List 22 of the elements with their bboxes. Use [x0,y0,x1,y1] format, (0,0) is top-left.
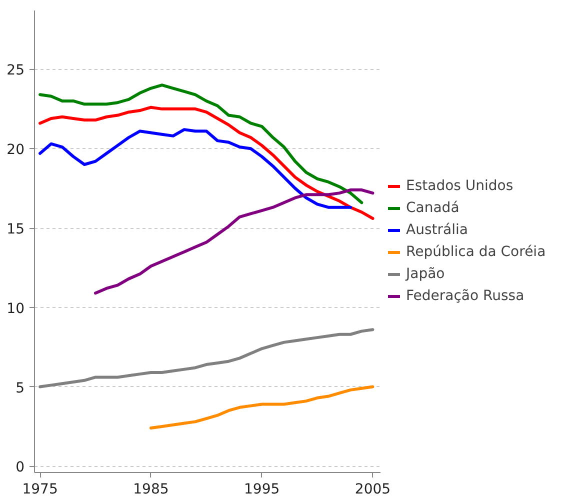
y-tick-label: 25 [6,62,25,79]
y-tick-label: 20 [6,142,25,158]
line-series [38,128,352,209]
legend-label: Estados Unidos [406,178,514,194]
line-series [38,328,374,388]
x-tick-label: 1985 [133,482,169,498]
legend-label: Austrália [406,222,468,238]
legend-label: República da Coréia [406,244,546,260]
legend-label: Canadá [406,200,460,216]
y-tick-label: 10 [6,300,25,317]
y-tick-label: 5 [16,380,25,396]
x-tick-label: 1995 [244,482,280,498]
line-series [94,188,374,295]
legend-label: Federação Russa [406,288,524,304]
x-tick-label: 2005 [354,482,391,498]
line-series [38,106,374,220]
legend-label: Japão [406,266,445,282]
y-tick-label: 0 [16,460,25,476]
y-tick-label: 15 [6,222,25,238]
x-tick-label: 1975 [22,482,58,498]
line-series [38,84,364,204]
line-series [149,385,374,430]
